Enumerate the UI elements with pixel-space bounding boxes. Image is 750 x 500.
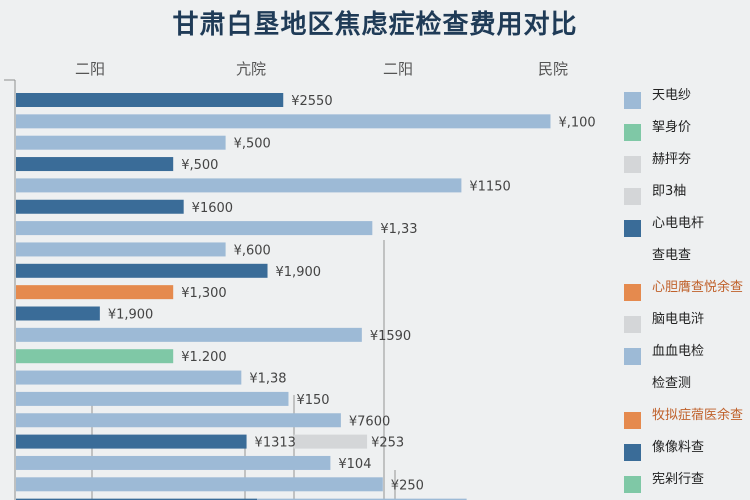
bar-value-label: ¥1,300 <box>181 286 227 301</box>
legend-label: 检查测 <box>652 376 692 391</box>
bar-value-label: ¥1.200 <box>181 350 227 365</box>
bar <box>16 285 174 300</box>
legend: 天电纱挐身价赫抨夯即3柚心电电杆查电查心胆膺查悦余查 脑电电浒血血电检检查测牧拟症… <box>622 80 750 496</box>
legend-label: 脑电电浒 <box>652 312 705 327</box>
bar-value-label: ¥1600 <box>192 201 233 216</box>
legend-label: 像像料查 <box>652 440 705 455</box>
legend-label: 心电电杆 <box>652 216 705 231</box>
column-header-3: 二阳 <box>383 60 414 78</box>
legend-item: 血血电检 <box>622 336 750 368</box>
bar <box>16 349 174 364</box>
legend-swatch <box>624 348 641 365</box>
legend-swatch <box>624 156 641 173</box>
bar-value-label: ¥,500 <box>181 158 218 173</box>
bar <box>16 413 341 428</box>
bar-value-label: ¥,100 <box>558 115 595 130</box>
chart-title: 甘肃白垦地区焦虑症检查费用对比 <box>172 10 578 40</box>
bar-value-label: ¥253 <box>371 436 404 451</box>
bar-value-label: ¥,600 <box>234 243 271 258</box>
bar-value-label: ¥1,38 <box>249 372 286 387</box>
bar <box>16 434 247 449</box>
legend-item: 即3柚 <box>622 176 750 208</box>
legend-item: 查电查 <box>622 240 750 272</box>
bar-value-label: ¥150 <box>296 393 329 408</box>
bar <box>16 455 331 470</box>
legend-swatch <box>624 188 641 205</box>
bar-value-label: ¥7600 <box>349 414 390 429</box>
bar-value-label: ¥104 <box>338 457 371 472</box>
bar-value-label: ¥1590 <box>370 329 411 344</box>
legend-label: 赫抨夯 <box>652 152 692 167</box>
bar-value-label: ¥1313 <box>255 436 296 451</box>
bar-value-label: ¥250 <box>391 478 424 493</box>
legend-item: 赫抨夯 <box>622 144 750 176</box>
legend-swatch <box>624 284 641 301</box>
bar-value-label: ¥,500 <box>234 137 271 152</box>
legend-item: 像像料查 <box>622 432 750 464</box>
bar <box>16 306 100 321</box>
legend-swatch <box>624 476 641 493</box>
legend-item: 心胆膺查悦余查 <box>622 272 750 304</box>
column-header-2: 亢院 <box>236 60 267 78</box>
bar <box>16 391 289 406</box>
legend-label: 血血电检 <box>652 344 705 359</box>
bar-value-label: ¥1,900 <box>276 265 322 280</box>
bar <box>16 263 268 278</box>
legend-label: 查电查 <box>652 248 692 263</box>
legend-label: 宪剁行查 <box>652 472 705 487</box>
legend-swatch <box>624 124 641 141</box>
bar-value-label: ¥1,33 <box>380 222 417 237</box>
legend-label: 即3柚 <box>652 184 687 199</box>
bar-segment <box>257 498 467 500</box>
bar <box>16 327 362 342</box>
column-header-4: 民院 <box>538 60 569 78</box>
legend-item: 牧拟症蓿医余查 <box>622 400 750 432</box>
legend-item: 天电纱 <box>622 80 750 112</box>
bar <box>16 498 258 500</box>
bar <box>16 93 284 107</box>
legend-swatch <box>624 444 641 461</box>
bar <box>16 114 551 129</box>
bar <box>16 477 383 492</box>
bar <box>16 370 242 385</box>
legend-item: 心电电杆 <box>622 208 750 240</box>
legend-label: 牧拟症蓿医余查 <box>652 408 744 423</box>
legend-item: 检查测 <box>622 368 750 400</box>
legend-swatch <box>624 220 641 237</box>
bar <box>16 157 174 172</box>
legend-label: 天电纱 <box>652 88 692 103</box>
bar <box>16 178 462 193</box>
legend-swatch <box>624 316 641 333</box>
bar <box>16 221 373 236</box>
bar-value-label: ¥1150 <box>469 179 510 194</box>
legend-label: 挐身价 <box>652 120 692 135</box>
column-header-1: 二阳 <box>75 60 106 78</box>
legend-item: 脑电电浒 <box>622 304 750 336</box>
bar <box>16 242 226 257</box>
legend-swatch <box>624 412 641 429</box>
legend-swatch <box>624 92 641 109</box>
bar <box>16 199 184 214</box>
bar-segment <box>293 434 368 449</box>
bar-value-label: ¥1,900 <box>108 308 154 323</box>
bar <box>16 135 226 150</box>
legend-label: 心胆膺查悦余查 <box>652 280 744 295</box>
legend-item: 宪剁行查 <box>622 464 750 496</box>
legend-item: 挐身价 <box>622 112 750 144</box>
bar-value-label: ¥2550 <box>291 94 332 109</box>
